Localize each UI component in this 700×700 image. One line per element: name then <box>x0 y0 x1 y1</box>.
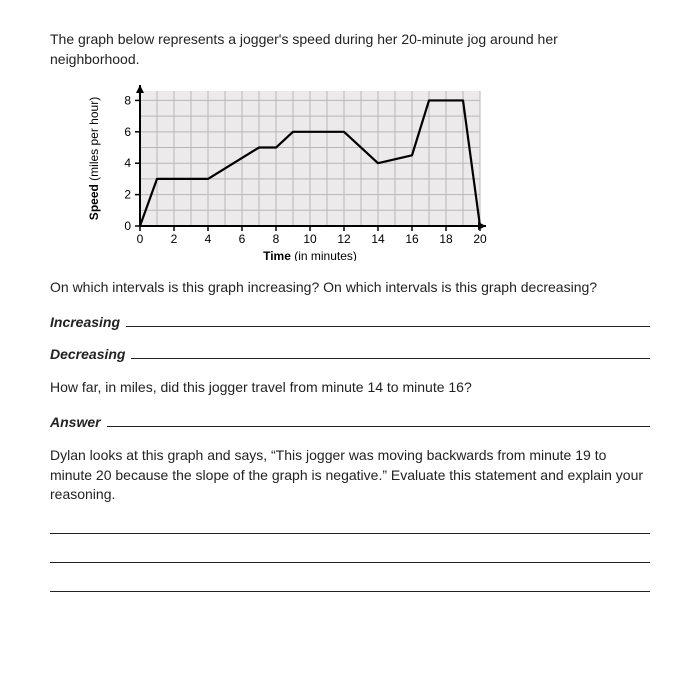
answer-blank[interactable] <box>107 414 650 427</box>
speed-chart: 0 2 4 6 8 10 12 14 16 18 20 0 2 4 6 8 Time (in minutes) S… <box>70 81 650 264</box>
svg-text:0: 0 <box>137 232 144 246</box>
svg-text:16: 16 <box>405 232 419 246</box>
svg-text:8: 8 <box>124 94 131 108</box>
svg-text:10: 10 <box>303 232 317 246</box>
svg-text:8: 8 <box>273 232 280 246</box>
decreasing-row: Decreasing <box>50 346 650 362</box>
svg-text:12: 12 <box>337 232 351 246</box>
svg-text:Time (in minutes): Time (in minutes) <box>263 249 357 261</box>
svg-text:0: 0 <box>124 219 131 233</box>
question-2: How far, in miles, did this jogger trave… <box>50 378 650 398</box>
increasing-label: Increasing <box>50 314 120 330</box>
svg-text:20: 20 <box>473 232 487 246</box>
reasoning-blank-2[interactable] <box>50 562 650 563</box>
increasing-blank[interactable] <box>126 314 650 327</box>
answer-row: Answer <box>50 414 650 430</box>
svg-text:14: 14 <box>371 232 385 246</box>
answer-label: Answer <box>50 414 101 430</box>
svg-text:2: 2 <box>171 232 178 246</box>
svg-text:4: 4 <box>124 156 131 170</box>
reasoning-blank-1[interactable] <box>50 533 650 534</box>
question-3: Dylan looks at this graph and says, “Thi… <box>50 446 650 505</box>
increasing-row: Increasing <box>50 314 650 330</box>
decreasing-label: Decreasing <box>50 346 125 362</box>
svg-text:2: 2 <box>124 188 131 202</box>
reasoning-blank-3[interactable] <box>50 591 650 592</box>
decreasing-blank[interactable] <box>131 346 650 359</box>
svg-text:6: 6 <box>239 232 246 246</box>
question-1: On which intervals is this graph increas… <box>50 278 650 298</box>
svg-text:18: 18 <box>439 232 453 246</box>
svg-text:4: 4 <box>205 232 212 246</box>
intro-text: The graph below represents a jogger's sp… <box>50 30 650 69</box>
svg-text:6: 6 <box>124 125 131 139</box>
svg-text:Speed (miles per hour): Speed (miles per hour) <box>87 97 101 220</box>
